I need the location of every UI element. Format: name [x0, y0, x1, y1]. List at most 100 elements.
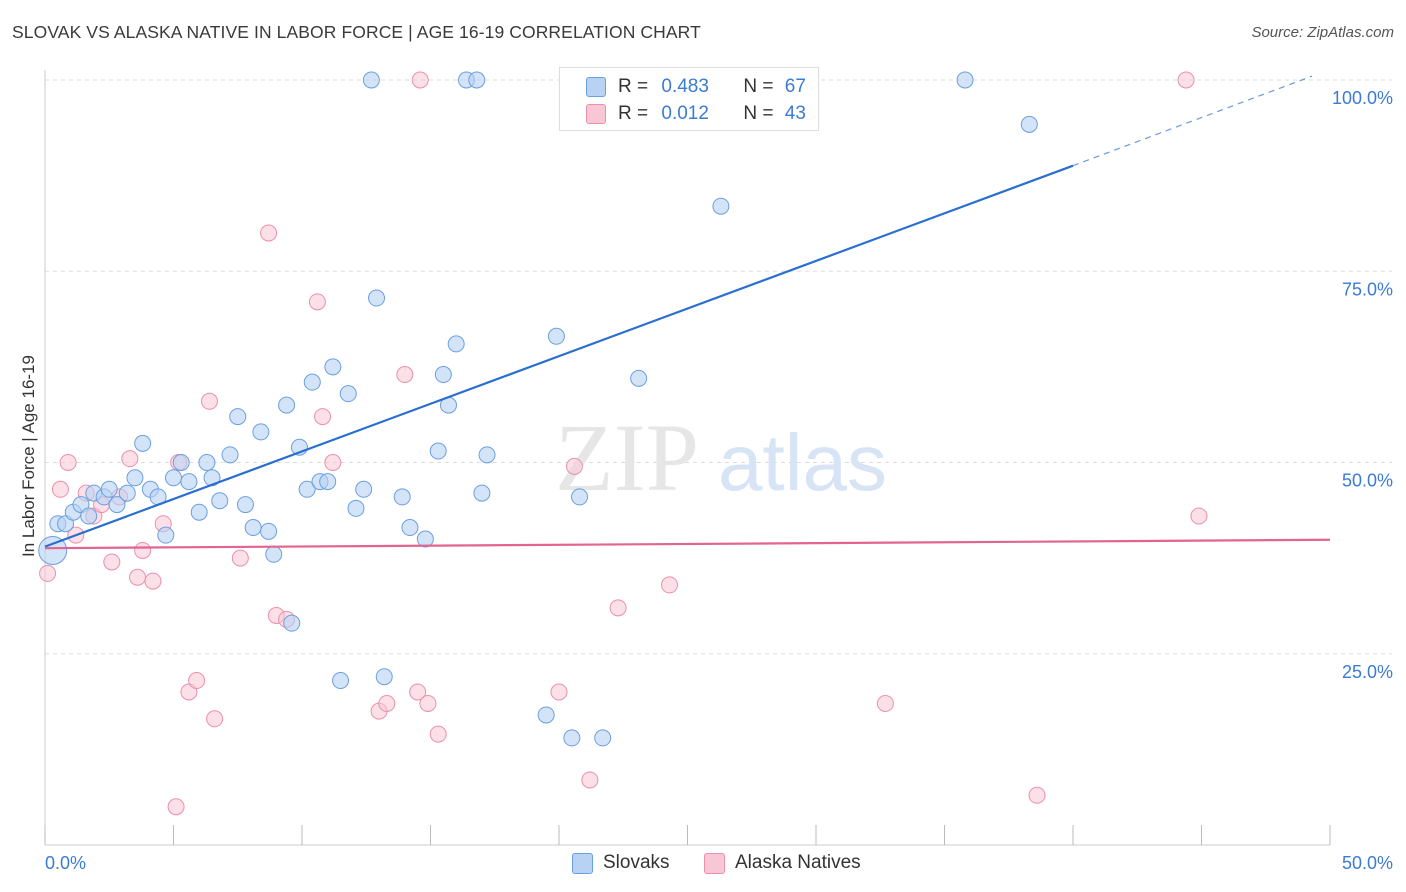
slovaks-point: [473, 484, 491, 502]
slovaks-point: [172, 454, 190, 471]
alaska-natives-point: [129, 568, 147, 586]
alaska-natives-point: [200, 392, 218, 410]
slovaks-point: [265, 545, 283, 563]
r-label: R =: [618, 103, 649, 124]
alaska-natives-point: [260, 224, 278, 242]
slovaks-point: [547, 327, 565, 345]
slovaks-point: [236, 496, 254, 514]
y-axis-label: In Labor Force | Age 16-19: [19, 355, 38, 557]
alaska-natives-point: [419, 694, 437, 712]
alaska-natives-point: [409, 683, 427, 701]
x-tick-label: 0.0%: [45, 853, 86, 873]
slovaks-point: [134, 434, 152, 452]
slovaks-point: [956, 71, 974, 89]
slovaks-point: [355, 480, 373, 498]
alaska-natives-point: [324, 454, 342, 471]
alaska-natives-point: [429, 725, 447, 743]
legend-label: Slovaks: [603, 852, 670, 873]
slovaks-point: [712, 197, 730, 215]
slovaks-point: [244, 519, 262, 537]
slovaks-point: [190, 503, 208, 521]
slovaks-point: [563, 729, 581, 747]
alaska-natives-point: [188, 672, 206, 690]
slovaks-point: [100, 480, 118, 498]
slovaks-point: [478, 446, 496, 464]
alaska-natives-point: [121, 450, 139, 468]
axes: 25.0% 50.0% 75.0% 100.0% 0.0% 50.0%: [44, 70, 1393, 873]
slovaks-swatch: [586, 77, 606, 97]
slovaks-point: [38, 535, 68, 565]
n-value: 43: [784, 103, 806, 124]
slovaks-point: [252, 423, 270, 441]
slovaks-trend-extension: [1072, 75, 1313, 167]
y-tick-label: 25.0%: [1342, 662, 1393, 682]
alaska-natives-point: [396, 366, 414, 384]
y-tick-label: 50.0%: [1342, 471, 1393, 491]
slovaks-point: [1020, 115, 1038, 133]
slovaks-point: [126, 469, 144, 487]
slovaks-point: [283, 614, 301, 632]
alaska-natives-point: [378, 694, 396, 712]
alaska-natives-point: [314, 408, 332, 426]
slovaks-point: [278, 396, 296, 414]
series-legend: Slovaks Alaska Natives: [0, 852, 1406, 878]
alaska-natives-point: [167, 798, 185, 816]
legend-row-alaska-natives: R = 0.012 N = 43: [586, 102, 806, 126]
slovaks-point: [198, 454, 216, 471]
slovaks-point: [594, 729, 612, 747]
alaska-natives-point: [39, 564, 57, 582]
slovaks-point: [368, 289, 386, 307]
alaska-natives-point: [206, 710, 224, 728]
slovaks-point: [118, 484, 136, 502]
slovaks-point: [362, 71, 380, 89]
alaska-natives-point: [103, 553, 121, 571]
alaska-natives-point: [59, 454, 77, 471]
legend-item-alaska-natives: Alaska Natives: [704, 852, 861, 874]
r-label: R =: [618, 76, 649, 97]
slovaks-point: [80, 507, 98, 525]
n-label: N =: [743, 103, 774, 124]
slovaks-point: [319, 473, 337, 491]
r-value: 0.012: [661, 103, 709, 124]
slovaks-point: [260, 522, 278, 540]
slovaks-swatch: [572, 852, 593, 874]
slovaks-point: [339, 385, 357, 403]
slovaks-point: [630, 369, 648, 387]
alaska-natives-swatch: [586, 104, 606, 124]
slovaks-point: [347, 499, 365, 517]
slovaks-point: [375, 668, 393, 686]
alaska-natives-point: [609, 599, 627, 617]
slovaks-point: [434, 366, 452, 384]
slovaks-point: [571, 488, 589, 506]
alaska-natives-point: [1177, 71, 1195, 89]
alaska-natives-point: [308, 293, 326, 311]
slovaks-point: [298, 480, 316, 498]
slovaks-point: [229, 408, 247, 426]
slovaks-point: [416, 530, 434, 548]
slovaks-point: [332, 672, 350, 690]
legend-row-slovaks: R = 0.483 N = 67: [586, 75, 806, 99]
y-tick-label: 75.0%: [1342, 279, 1393, 299]
alaska-natives-swatch: [704, 852, 725, 874]
legend-item-slovaks: Slovaks: [572, 852, 670, 874]
alaska-natives-point: [231, 549, 249, 567]
alaska-natives-point: [550, 683, 568, 701]
slovaks-point: [108, 496, 126, 514]
legend-label: Alaska Natives: [735, 852, 861, 873]
slovaks-point: [429, 442, 447, 460]
slovaks-point: [211, 492, 229, 510]
watermark: ZIP atlas: [555, 404, 887, 511]
slovaks-point: [393, 488, 411, 506]
slovaks-point: [537, 706, 555, 724]
alaska-natives-point: [581, 771, 599, 789]
correlation-legend: R = 0.483 N = 67 R = 0.012 N = 43: [559, 67, 819, 131]
r-value: 0.483: [661, 76, 709, 97]
alaska-natives-point: [1190, 507, 1208, 525]
slovaks-point: [468, 71, 486, 89]
slovaks-point: [324, 358, 342, 376]
chart-title: SLOVAK VS ALASKA NATIVE IN LABOR FORCE |…: [12, 22, 701, 42]
alaska-natives-point: [134, 541, 152, 559]
n-value: 67: [784, 76, 806, 97]
slovaks-point: [180, 473, 198, 491]
